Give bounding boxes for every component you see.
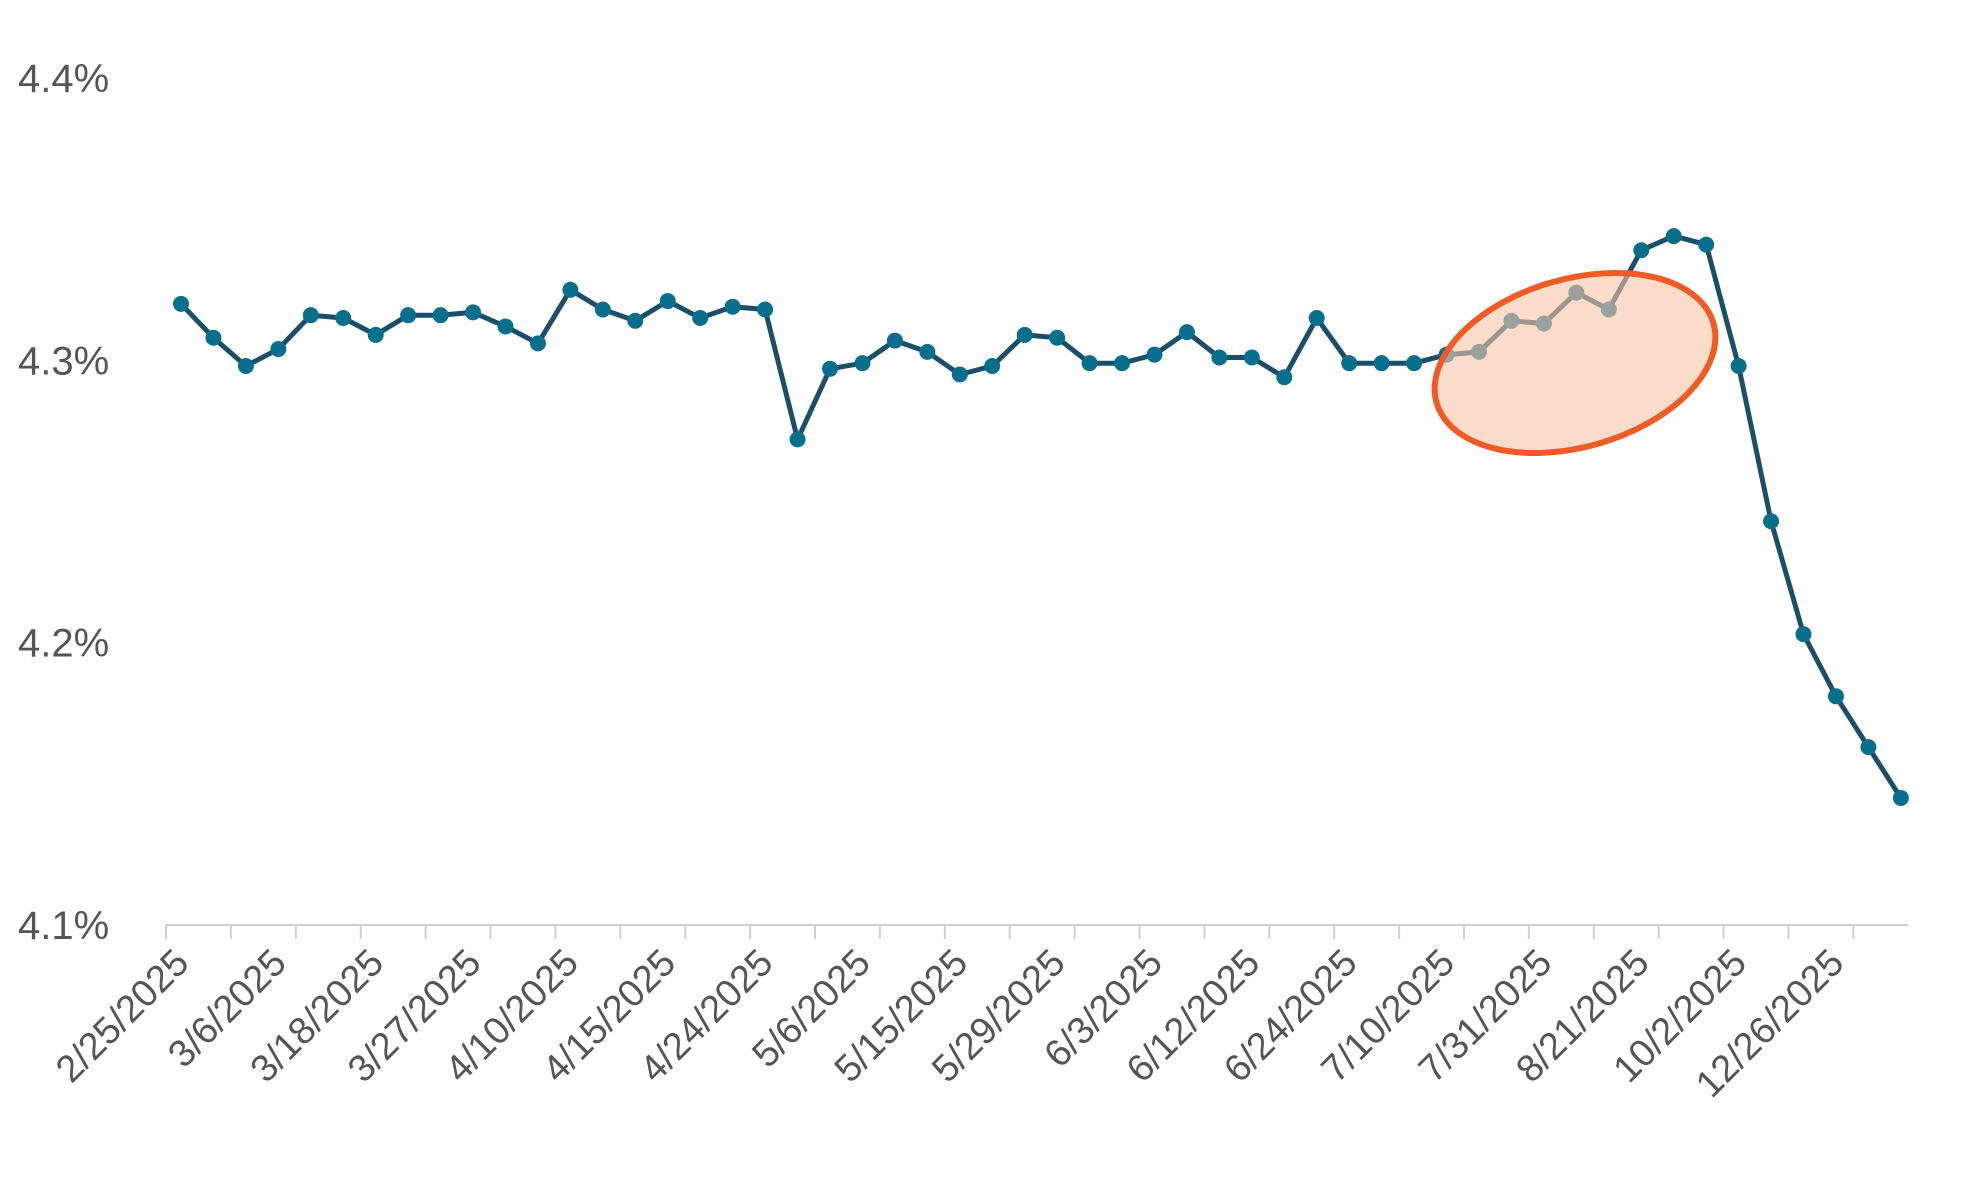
data-point <box>1341 355 1358 372</box>
data-point <box>529 335 546 352</box>
data-point <box>1114 355 1131 372</box>
data-point <box>1373 355 1390 372</box>
x-axis <box>165 924 1908 939</box>
data-point <box>627 312 644 329</box>
data-point <box>822 360 838 377</box>
data-point <box>562 281 579 298</box>
highlight-ellipse <box>1431 270 1719 456</box>
data-point <box>1892 789 1909 806</box>
y-tick-label: 4.4% <box>18 57 109 101</box>
data-point <box>984 357 1001 374</box>
x-tick-label: 2/25/2025 <box>48 942 197 1091</box>
data-point <box>1860 739 1877 756</box>
data-point <box>1633 242 1650 259</box>
data-point <box>237 357 254 374</box>
data-point <box>692 309 709 326</box>
data-point <box>1049 329 1066 346</box>
highlight-annotation <box>1431 270 1719 456</box>
data-point <box>270 341 287 358</box>
data-point <box>659 293 676 310</box>
data-point <box>1698 236 1715 253</box>
data-point <box>919 343 936 360</box>
data-point <box>302 307 319 324</box>
data-point <box>367 326 384 343</box>
data-point <box>594 301 611 318</box>
data-point <box>789 431 806 448</box>
data-point <box>497 318 514 335</box>
data-point <box>1827 688 1844 705</box>
data-point <box>1178 324 1195 341</box>
y-tick-label: 4.3% <box>18 339 109 383</box>
data-point <box>1276 369 1293 386</box>
data-point <box>951 366 968 383</box>
data-point <box>1146 346 1163 363</box>
data-point <box>854 355 871 372</box>
data-point <box>1211 349 1228 366</box>
data-point <box>1763 513 1780 530</box>
y-tick-label: 4.2% <box>18 622 109 666</box>
y-axis-tick-labels: 4.1% 4.2% 4.3% 4.4% <box>18 57 109 948</box>
data-point <box>1665 228 1682 245</box>
data-point <box>432 307 449 324</box>
data-point <box>173 295 189 312</box>
data-point <box>335 309 352 326</box>
data-point <box>1795 626 1812 643</box>
data-point <box>757 301 774 318</box>
data-point <box>1730 357 1747 374</box>
y-tick-label: 4.1% <box>18 904 109 948</box>
data-point <box>1016 326 1033 343</box>
data-point <box>465 304 482 321</box>
data-point <box>205 329 222 346</box>
data-point <box>1081 355 1098 372</box>
data-point <box>400 307 417 324</box>
data-point <box>1308 309 1325 326</box>
x-axis-tick-labels: 2/25/20253/6/20253/18/20253/27/20254/10/… <box>48 942 1852 1106</box>
data-point <box>886 332 903 349</box>
data-point <box>1406 355 1423 372</box>
data-point <box>724 298 741 315</box>
data-point <box>1243 349 1260 366</box>
